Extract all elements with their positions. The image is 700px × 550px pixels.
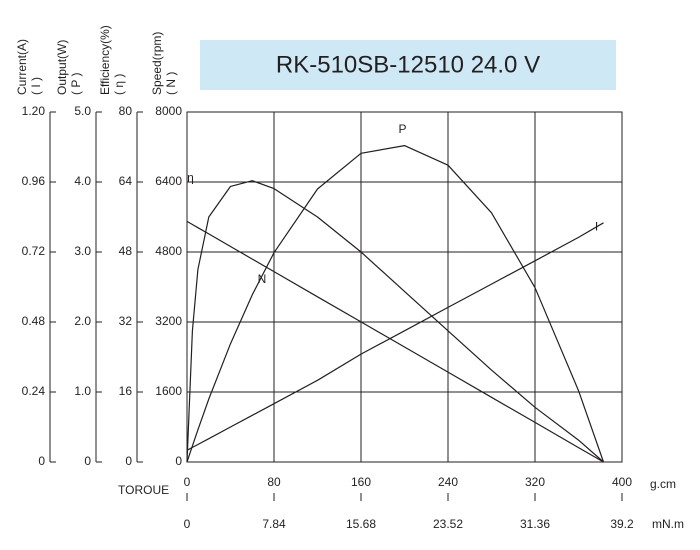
curve xyxy=(186,222,604,451)
x-tick-label: 80 xyxy=(267,475,281,489)
y-tick-label: 0 xyxy=(125,454,132,468)
y-tick-label: 8000 xyxy=(155,104,182,118)
y-tick-label: 0 xyxy=(175,454,182,468)
x-tick-label: 400 xyxy=(612,475,632,489)
y-axis-title: Output(W) xyxy=(55,40,69,95)
y-tick-label: 2.0 xyxy=(74,314,91,328)
curve-label: N xyxy=(258,272,267,286)
x2-tick-label: 15.68 xyxy=(346,517,376,531)
y-axis-title: Current(A) xyxy=(15,39,29,95)
x-tick-label: 0 xyxy=(184,475,191,489)
y-axis-symbol: ( P ) xyxy=(69,73,83,95)
title-box xyxy=(200,40,616,90)
x2-tick-label: 39.2 xyxy=(610,517,634,531)
curve-label: η xyxy=(187,171,194,185)
curve xyxy=(186,145,605,463)
x-unit: g.cm xyxy=(650,477,676,491)
x2-tick-label: 23.52 xyxy=(433,517,463,531)
x-tick-label: 160 xyxy=(351,475,371,489)
x-tick-label: 320 xyxy=(525,475,545,489)
y-tick-label: 1600 xyxy=(155,384,182,398)
y-tick-label: 0 xyxy=(38,454,45,468)
curve xyxy=(186,220,604,463)
y-tick-label: 0.24 xyxy=(22,384,46,398)
y-axis-symbol: ( N ) xyxy=(164,72,178,95)
y-tick-label: 0.72 xyxy=(22,244,46,258)
x-axis-label: TOROUE xyxy=(118,483,169,497)
curve-label: I xyxy=(595,220,598,234)
y-tick-label: 0.48 xyxy=(22,314,46,328)
y-tick-label: 0.96 xyxy=(22,174,46,188)
y-axis-title: Speed(rpm) xyxy=(150,32,164,95)
y-tick-label: 64 xyxy=(119,174,133,188)
plot-frame xyxy=(186,111,623,463)
y-tick-label: 5.0 xyxy=(74,104,91,118)
x-tick-label: 240 xyxy=(438,475,458,489)
y-tick-label: 80 xyxy=(119,104,133,118)
x2-unit: mN.m xyxy=(652,517,684,531)
x2-tick-label: 31.36 xyxy=(520,517,550,531)
y-tick-label: 4800 xyxy=(155,244,182,258)
y-axis-symbol: ( I ) xyxy=(29,77,43,95)
y-tick-label: 32 xyxy=(119,314,133,328)
y-tick-label: 3.0 xyxy=(74,244,91,258)
x2-tick-label: 0 xyxy=(184,517,191,531)
y-tick-label: 3200 xyxy=(155,314,182,328)
curve-label: P xyxy=(398,122,406,136)
y-tick-label: 0 xyxy=(84,454,91,468)
x2-tick-label: 7.84 xyxy=(262,517,286,531)
curve xyxy=(186,180,604,463)
y-tick-label: 1.0 xyxy=(74,384,91,398)
y-axis-title: Efficiency(%) xyxy=(98,25,112,95)
y-tick-label: 16 xyxy=(119,384,133,398)
y-tick-label: 6400 xyxy=(155,174,182,188)
y-tick-label: 48 xyxy=(119,244,133,258)
y-tick-label: 4.0 xyxy=(74,174,91,188)
y-tick-label: 1.20 xyxy=(22,104,46,118)
y-axis-symbol: ( η ) xyxy=(112,74,126,95)
chart-title: RK-510SB-12510 24.0 V xyxy=(276,51,540,78)
